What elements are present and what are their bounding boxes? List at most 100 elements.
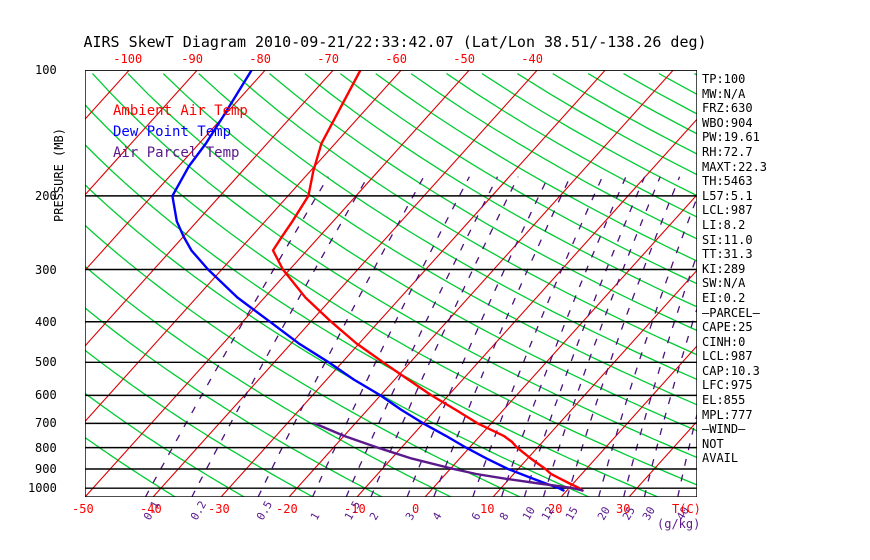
dry-adiabat-lines	[85, 73, 697, 497]
mixing-ratio-tick-label: 15	[563, 504, 582, 523]
bottom-temperature-tick-label: -50	[72, 502, 94, 516]
parameter-line: SW:N/A	[702, 276, 746, 291]
bottom-temperature-tick-label: 20	[548, 502, 563, 516]
top-temperature-tick-label: -90	[181, 52, 203, 66]
parameter-line: WBO:904	[702, 115, 753, 130]
parameter-line: LI:8.2	[702, 217, 746, 232]
pressure-tick-label: 400	[35, 314, 57, 329]
top-temperature-tick-label: -100	[113, 52, 143, 66]
parameter-line: MPL:777	[702, 407, 753, 422]
parameter-line: KI:289	[702, 261, 746, 276]
isotherm	[152, 70, 538, 497]
dry-adiabat	[92, 73, 697, 459]
skewt-svg	[85, 70, 697, 497]
mixing-ratio-tick-label: 20	[594, 504, 613, 523]
mixing-ratio-line	[472, 176, 603, 497]
parameter-line: FRZ:630	[702, 101, 753, 116]
isobar-lines	[85, 70, 697, 489]
isotherm	[85, 70, 266, 272]
pressure-tick-label: 800	[35, 440, 57, 455]
dry-adiabat	[410, 73, 697, 240]
mixing-ratio-line	[523, 176, 646, 497]
bottom-temperature-tick-label: -10	[344, 502, 366, 516]
pressure-tick-label: 200	[35, 188, 57, 203]
pressure-tick-label: 1000	[28, 481, 57, 496]
page-title: AIRS SkewT Diagram 2010-09-21/22:33:42.0…	[83, 33, 707, 51]
mixing-ratio-tick-label: 2	[366, 510, 382, 523]
isotherm	[85, 70, 470, 497]
bottom-temperature-tick-label: -20	[276, 502, 298, 516]
top-temperature-tick-label: -60	[385, 52, 407, 66]
pressure-tick-label: 700	[35, 416, 57, 431]
parameter-line: L57:5.1	[702, 188, 753, 203]
mixing-ratio-line	[598, 196, 697, 497]
dry-adiabat	[587, 73, 697, 135]
parameter-line: SI:11.0	[702, 232, 753, 247]
mixing-ratio-tick-label: 8	[497, 510, 513, 523]
dry-adiabat	[516, 73, 697, 176]
mixing-ratio-line	[144, 176, 329, 497]
dry-adiabat	[375, 73, 697, 262]
parameter-line: TH:5463	[702, 174, 753, 189]
parameter-line: LFC:975	[702, 378, 753, 393]
mixing-ratio-line	[542, 176, 661, 497]
parameter-line: NOT	[702, 436, 724, 451]
sounding-curves	[171, 70, 584, 492]
parameter-line: —PARCEL—	[702, 305, 760, 320]
parameter-line: LCL:987	[702, 203, 753, 218]
dry-adiabat	[446, 73, 697, 218]
mixing-ratio-lines	[144, 176, 697, 497]
parameter-line: PW:19.61	[702, 130, 760, 145]
pressure-tick-label: 300	[35, 262, 57, 277]
mixing-ratio-line	[191, 176, 369, 497]
dry-adiabat	[623, 73, 697, 115]
legend-item-2: Dew Point Temp	[113, 124, 232, 140]
bottom-temperature-tick-label: -30	[208, 502, 230, 516]
parameter-line: CINH:0	[702, 334, 746, 349]
dry-adiabat	[552, 73, 697, 155]
dry-adiabat	[85, 265, 452, 497]
parameter-line: RH:72.7	[702, 144, 753, 159]
isotherm	[220, 70, 606, 497]
dry-adiabat	[85, 143, 659, 497]
mixing-ratio-line	[500, 176, 627, 497]
dry-adiabat	[85, 436, 176, 497]
top-temperature-tick-label: -80	[249, 52, 271, 66]
parameter-line: TP:100	[702, 72, 746, 86]
plot-background	[85, 70, 697, 497]
bottom-temperature-tick-label: 10	[480, 502, 495, 516]
parameter-line: EL:855	[702, 393, 746, 408]
y-axis-label: PRESSURE (MB)	[52, 128, 66, 222]
dry-adiabat	[127, 73, 697, 432]
pressure-tick-label: 100	[35, 63, 57, 77]
parameters-panel: TP:100 MW:N/A FRZ:630 WBO:904 PW:19.61 RH:72.…	[702, 72, 792, 466]
dry-adiabat	[304, 73, 697, 308]
legend-item-1: Ambient Air Temp	[113, 103, 248, 119]
dry-adiabat	[85, 224, 521, 497]
bottom-temperature-tick-label: 30	[616, 502, 631, 516]
parameter-line: CAP:10.3	[702, 363, 760, 378]
top-temperature-tick-label: -70	[317, 52, 339, 66]
parameter-line: EI:0.2	[702, 290, 746, 305]
mixing-ratio-tick-label: 0.5	[254, 498, 276, 523]
sounding-curve	[313, 422, 584, 492]
mixing-ratio-tick-label: 0.2	[187, 498, 209, 523]
plot-area	[85, 70, 697, 497]
mixing-ratio-line	[566, 176, 681, 497]
mixing-ratio-tick-label: 10	[520, 504, 539, 523]
temperature-axis-unit-label: T(C)	[672, 502, 701, 516]
legend-item-3: Air Parcel Temp	[113, 145, 240, 161]
mixing-ratio-line	[622, 253, 697, 497]
pressure-tick-label: 600	[35, 388, 57, 403]
isotherm	[85, 70, 198, 196]
dry-adiabat	[85, 349, 314, 497]
isotherm	[356, 118, 697, 497]
parameter-line: TT:31.3	[702, 247, 753, 262]
isotherm	[492, 269, 697, 497]
parameter-line: CAPE:25	[702, 320, 753, 335]
mixing-ratio-line	[643, 306, 697, 497]
dry-adiabat	[339, 73, 697, 285]
mixing-ratio-axis-unit-label: (g/kg)	[657, 517, 701, 531]
parameter-line: —WIND—	[702, 422, 746, 437]
